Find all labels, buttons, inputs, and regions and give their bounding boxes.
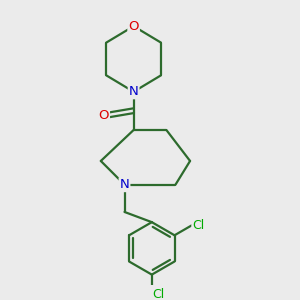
Text: Cl: Cl [192, 219, 205, 232]
Text: Cl: Cl [152, 288, 164, 300]
Text: O: O [98, 109, 109, 122]
Text: O: O [128, 20, 139, 33]
Text: N: N [129, 85, 139, 98]
Text: N: N [120, 178, 129, 191]
